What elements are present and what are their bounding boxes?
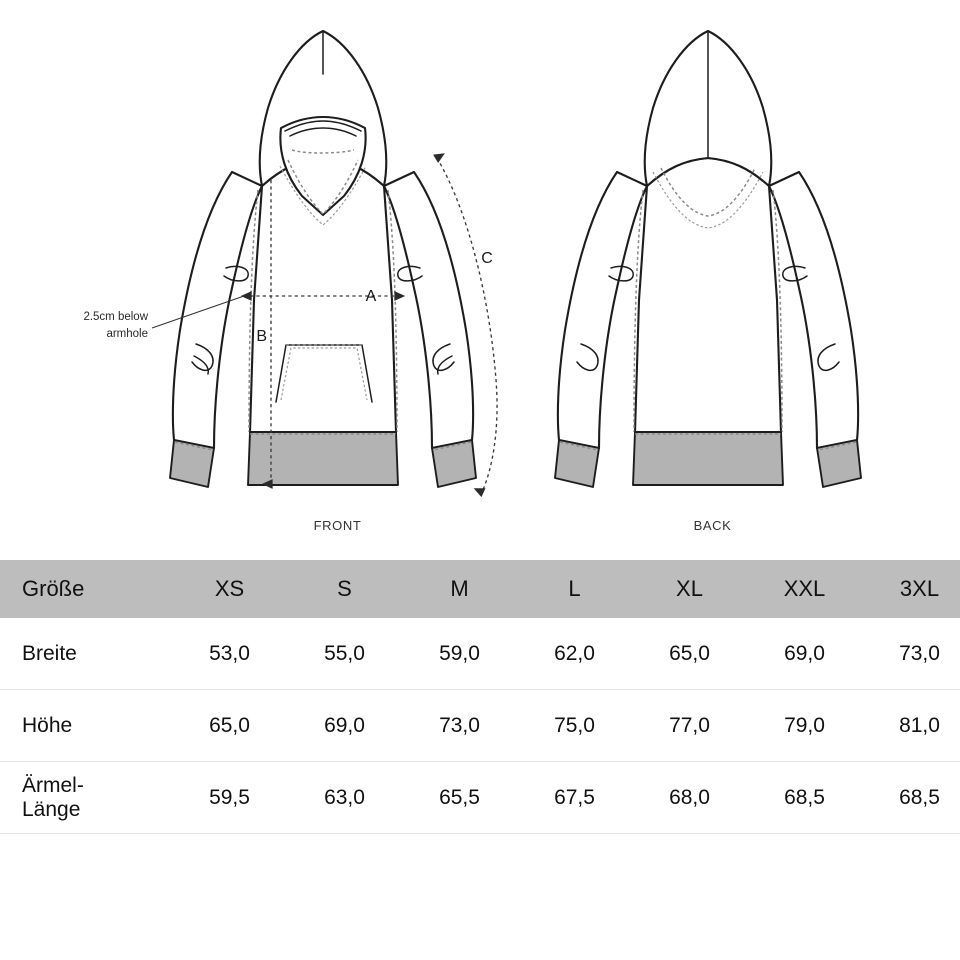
measure-a-label: A (366, 288, 377, 305)
cell-breite-s: 55,0 (287, 618, 402, 690)
cell-hoehe-s: 69,0 (287, 689, 402, 762)
header-cell-3xl: 3XL (862, 560, 960, 618)
cell-breite-xxl: 69,0 (747, 618, 862, 690)
cell-breite-3xl: 73,0 (862, 618, 960, 690)
garment-illustration: .ol{fill:#ffffff;stroke:#1d1d1d;stroke-w… (83, 29, 862, 498)
cell-aermel-l: 67,5 (517, 761, 632, 834)
table-row: Breite 53,0 55,0 59,0 62,0 65,0 69,0 73,… (0, 618, 960, 690)
header-cell-l: L (517, 560, 632, 618)
cell-hoehe-xxl: 79,0 (747, 689, 862, 762)
header-cell-groesse: Größe (0, 560, 172, 618)
armhole-note-line2: armhole (106, 328, 148, 340)
header-cell-xs: XS (172, 560, 287, 618)
cell-breite-m: 59,0 (402, 618, 517, 690)
cell-aermel-s: 63,0 (287, 761, 402, 834)
cell-breite-xs: 53,0 (172, 618, 287, 690)
row-label-aermellaenge: Ärmel- Länge (0, 761, 172, 834)
header-cell-xl: XL (632, 560, 747, 618)
row-label-hoehe: Höhe (0, 689, 172, 762)
cell-aermel-xl: 68,0 (632, 761, 747, 834)
table-row: Ärmel- Länge 59,5 63,0 65,5 67,5 68,0 68… (0, 761, 960, 834)
table-header-row: Größe XS S M L XL XXL 3XL (0, 560, 960, 618)
back-view-drawing (554, 29, 862, 488)
cell-aermel-3xl: 68,5 (862, 761, 960, 834)
size-table-body: Breite 53,0 55,0 59,0 62,0 65,0 69,0 73,… (0, 618, 960, 834)
cell-aermel-m: 65,5 (402, 761, 517, 834)
dimension-annotations: A B C 2.5cm below armhole (83, 153, 498, 498)
cell-hoehe-xl: 77,0 (632, 689, 747, 762)
header-cell-m: M (402, 560, 517, 618)
cell-hoehe-m: 73,0 (402, 689, 517, 762)
header-cell-s: S (287, 560, 402, 618)
row-label-breite: Breite (0, 618, 172, 690)
table-row: Höhe 65,0 69,0 73,0 75,0 77,0 79,0 81,0 (0, 689, 960, 762)
cell-breite-l: 62,0 (517, 618, 632, 690)
front-view-label: FRONT (313, 518, 362, 533)
header-cell-xxl: XXL (747, 560, 862, 618)
cell-hoehe-3xl: 81,0 (862, 689, 960, 762)
cell-hoehe-xs: 65,0 (172, 689, 287, 762)
cell-aermel-xs: 59,5 (172, 761, 287, 834)
cell-aermel-xxl: 68,5 (747, 761, 862, 834)
cell-hoehe-l: 75,0 (517, 689, 632, 762)
cell-breite-xl: 65,0 (632, 618, 747, 690)
size-table: Größe XS S M L XL XXL 3XL Breite 53,0 55… (0, 560, 960, 834)
measure-b-label: B (256, 328, 267, 345)
back-view-label: BACK (693, 518, 732, 533)
armhole-note-line1: 2.5cm below (83, 311, 148, 323)
front-view-drawing (169, 29, 477, 488)
measure-c-label: C (481, 250, 493, 267)
size-table-head: Größe XS S M L XL XXL 3XL (0, 560, 960, 618)
